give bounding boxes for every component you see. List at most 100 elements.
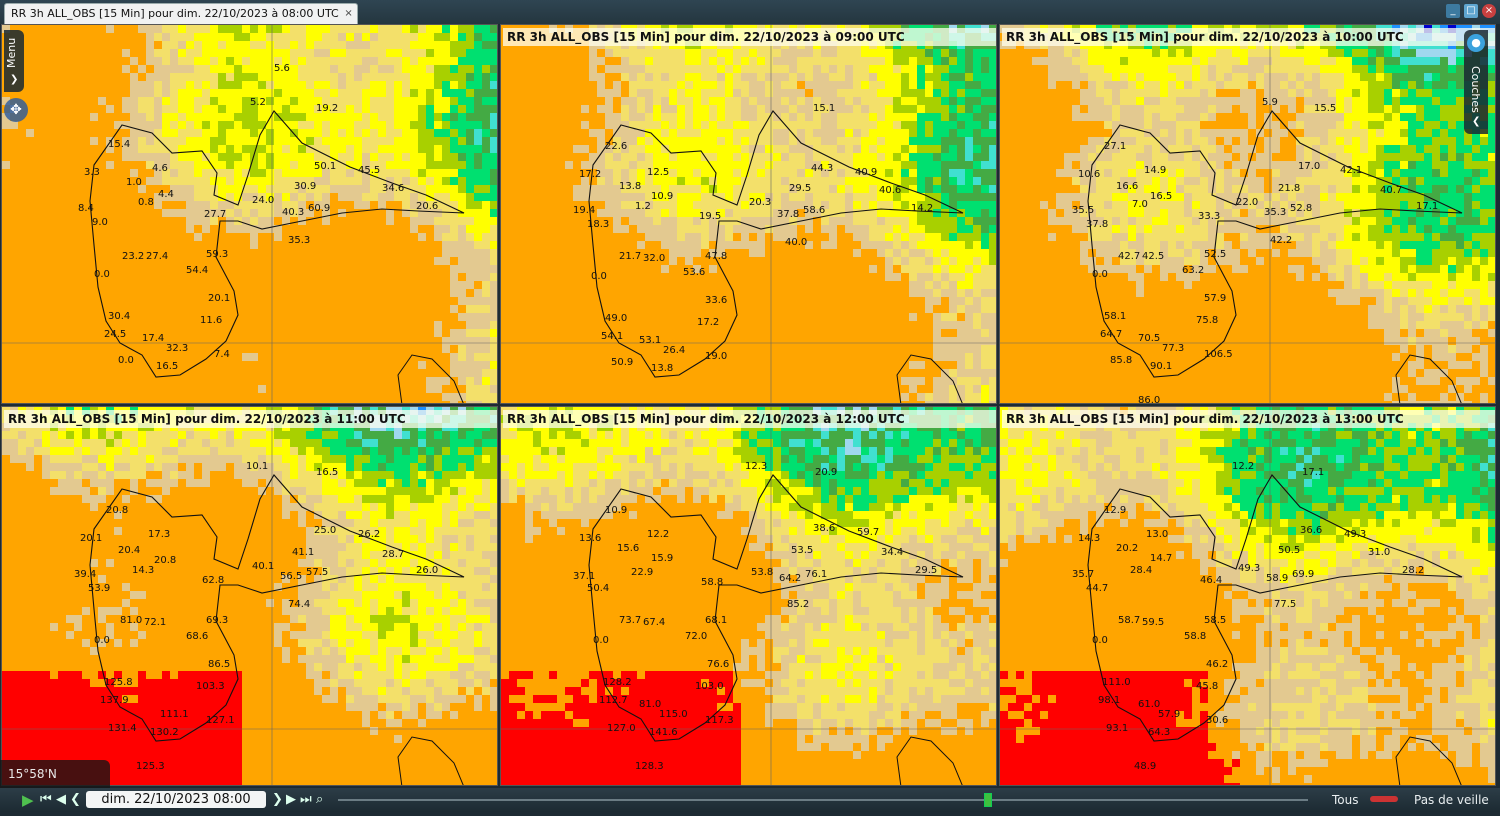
timeline-thumb[interactable] — [984, 793, 992, 807]
rain-value-label: 85.8 — [1110, 355, 1132, 366]
rain-value-label: 64.7 — [1100, 329, 1122, 340]
rain-value-label: 86.5 — [208, 659, 230, 670]
rain-value-label: 15.4 — [108, 139, 130, 150]
rain-value-label: 14.3 — [132, 565, 154, 576]
rain-value-label: 56.5 — [280, 571, 302, 582]
chevron-down-icon: ❯ — [10, 74, 18, 85]
maximize-button[interactable]: □ — [1464, 4, 1478, 18]
tab-close-icon[interactable]: × — [344, 4, 352, 24]
rain-value-label: 23.2 — [122, 251, 144, 262]
rain-value-label: 22.6 — [605, 141, 627, 152]
rain-value-label: 68.6 — [186, 631, 208, 642]
rain-value-label: 5.9 — [1262, 97, 1278, 108]
all-label[interactable]: Tous — [1332, 792, 1359, 808]
rain-value-label: 0.0 — [118, 355, 134, 366]
step-forward-icon[interactable]: ▶ — [286, 791, 296, 809]
rain-value-label: 29.5 — [915, 565, 937, 576]
rain-value-label: 8.4 — [78, 203, 94, 214]
rain-value-label: 67.4 — [643, 617, 665, 628]
rain-value-label: 64.3 — [1148, 727, 1170, 738]
rain-value-label: 7.4 — [214, 349, 230, 360]
rain-value-label: 137.9 — [100, 695, 129, 706]
rain-value-label: 74.4 — [288, 599, 310, 610]
rain-value-label: 44.3 — [811, 163, 833, 174]
rain-value-label: 53.5 — [791, 545, 813, 556]
rain-value-label: 41.1 — [292, 547, 314, 558]
rain-value-label: 59.5 — [1142, 617, 1164, 628]
rain-value-label: 10.9 — [651, 191, 673, 202]
next-icon[interactable]: ❯ — [272, 791, 283, 809]
rain-value-label: 49.0 — [605, 313, 627, 324]
rain-value-label: 111.1 — [160, 709, 189, 720]
navigation-compass-icon[interactable]: ✥ — [4, 98, 28, 122]
rain-value-label: 69.9 — [1292, 569, 1314, 580]
date-field[interactable]: dim. 22/10/2023 08:00 — [86, 791, 266, 808]
layers-tab[interactable]: ● Couches ❮ — [1464, 30, 1488, 134]
rain-value-label: 10.6 — [1078, 169, 1100, 180]
speed-slider[interactable] — [1370, 796, 1398, 802]
rain-value-label: 27.4 — [146, 251, 168, 262]
rain-value-label: 34.6 — [382, 183, 404, 194]
rain-value-label: 40.7 — [1380, 185, 1402, 196]
rain-value-label: 50.9 — [611, 357, 633, 368]
step-back-icon[interactable]: ◀ — [56, 791, 66, 809]
play-icon[interactable]: ▶ — [22, 791, 34, 809]
rain-value-label: 34.4 — [881, 547, 903, 558]
minimize-button[interactable]: _ — [1446, 4, 1460, 18]
rain-value-label: 22.9 — [631, 567, 653, 578]
rain-value-label: 29.5 — [789, 183, 811, 194]
rain-value-label: 19.0 — [705, 351, 727, 362]
tab-map[interactable]: RR 3h ALL_OBS [15 Min] pour dim. 22/10/2… — [4, 3, 358, 24]
rain-value-label: 10.1 — [246, 461, 268, 472]
rain-value-label: 30.9 — [294, 181, 316, 192]
rain-value-label: 35.7 — [1072, 569, 1094, 580]
rain-value-label: 0.0 — [1092, 269, 1108, 280]
rain-value-label: 58.8 — [1184, 631, 1206, 642]
rain-value-label: 16.5 — [156, 361, 178, 372]
sleep-label[interactable]: Pas de veille — [1414, 792, 1489, 808]
last-frame-icon[interactable]: ⏭ — [300, 791, 312, 809]
rain-value-label: 76.1 — [805, 569, 827, 580]
rain-value-label: 37.8 — [777, 209, 799, 220]
rain-value-label: 17.3 — [148, 529, 170, 540]
close-button[interactable]: × — [1482, 4, 1496, 18]
rain-value-label: 17.0 — [1298, 161, 1320, 172]
rain-value-label: 20.8 — [106, 505, 128, 516]
prev-icon[interactable]: ❮ — [70, 791, 81, 809]
rain-value-label: 14.3 — [1078, 533, 1100, 544]
rain-value-label: 57.9 — [1158, 709, 1180, 720]
rain-value-label: 127.0 — [607, 723, 636, 734]
rain-value-label: 12.3 — [745, 461, 767, 472]
rain-value-label: 81.0 — [639, 699, 661, 710]
rain-value-label: 9.0 — [92, 217, 108, 228]
rain-value-label: 42.7 — [1118, 251, 1140, 262]
rain-value-label: 69.3 — [206, 615, 228, 626]
rain-value-label: 13.8 — [619, 181, 641, 192]
rain-value-label: 15.1 — [813, 103, 835, 114]
rain-value-label: 58.5 — [1204, 615, 1226, 626]
rain-value-label: 30.6 — [1206, 715, 1228, 726]
rain-value-label: 103.3 — [196, 681, 225, 692]
zoom-icon[interactable]: ⌕ — [316, 791, 323, 809]
rain-value-label: 15.6 — [617, 543, 639, 554]
first-frame-icon[interactable]: ⏮ — [40, 791, 52, 809]
rain-value-label: 27.1 — [1104, 141, 1126, 152]
rain-value-label: 26.2 — [358, 529, 380, 540]
timeline-track[interactable] — [338, 799, 1308, 801]
menu-tab[interactable]: Menu ❯ — [4, 30, 24, 92]
rain-value-label: 31.0 — [1368, 547, 1390, 558]
rain-value-label: 58.9 — [1266, 573, 1288, 584]
rain-value-label: 39.4 — [74, 569, 96, 580]
rain-value-label: 4.4 — [158, 189, 174, 200]
rain-value-label: 52.8 — [1290, 203, 1312, 214]
rain-value-label: 45.5 — [358, 165, 380, 176]
